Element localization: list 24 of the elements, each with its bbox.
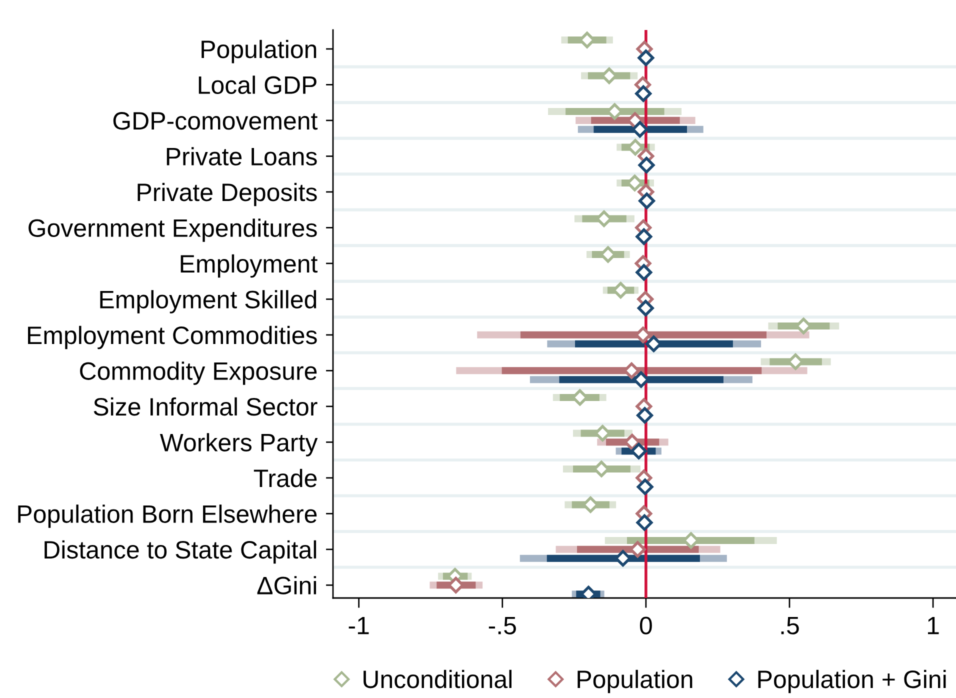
y-tick-label: GDP-comovement — [113, 112, 318, 130]
y-tick-label: Workers Party — [160, 433, 318, 456]
y-tick-label: Distance to State Capital — [44, 540, 316, 564]
legend-label: Population + Gini — [758, 670, 946, 694]
y-tick-label: Employment Commodities — [28, 326, 317, 350]
y-tick-label: Private Deposits — [138, 182, 317, 206]
y-tick-label: Population Born Elsewhere — [18, 504, 317, 528]
x-tick-label: 1 — [928, 616, 939, 634]
y-tick-label: ΔGini — [257, 576, 316, 594]
y-tick-label: Population — [202, 40, 316, 64]
y-tick-label: Trade — [254, 468, 317, 488]
x-tick-label: -.5 — [488, 616, 516, 634]
x-tick-label: .5 — [781, 616, 799, 634]
y-tick-label: Local GDP — [198, 76, 316, 94]
legend-label: Unconditional — [364, 670, 512, 688]
y-tick-label: Commodity Exposure — [80, 362, 317, 385]
x-tick-label: -1 — [348, 616, 369, 634]
y-tick-label: Government Expenditures — [28, 218, 317, 242]
y-tick-label: Private Loans — [166, 147, 317, 166]
y-tick-label: Size Informal Sector — [94, 397, 318, 416]
x-tick-label: 0 — [640, 616, 652, 634]
y-tick-label: Employment — [180, 254, 318, 278]
legend-label: Population — [578, 670, 692, 694]
y-tick-label: Employment Skilled — [100, 290, 316, 314]
